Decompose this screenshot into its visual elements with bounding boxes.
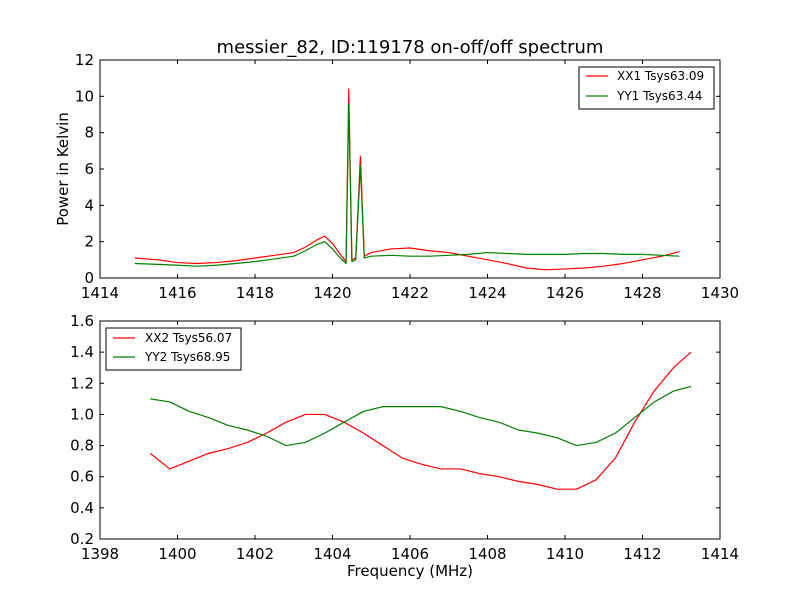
top-legend-label-xx1: XX1 Tsys63.09 bbox=[617, 69, 704, 83]
x-tick-label: 1408 bbox=[468, 545, 506, 563]
x-tick-label: 1414 bbox=[81, 284, 119, 302]
x-tick-label: 1400 bbox=[158, 545, 196, 563]
x-tick-label: 1406 bbox=[391, 545, 429, 563]
x-tick-label: 1416 bbox=[158, 284, 196, 302]
y-tick-label: 6 bbox=[84, 160, 94, 178]
y-tick-label: 0.6 bbox=[70, 468, 94, 486]
y-tick-label: 0.2 bbox=[70, 530, 94, 548]
figure-title: messier_82, ID:119178 on-off/off spectru… bbox=[217, 37, 604, 58]
y-tick-label: 12 bbox=[75, 51, 94, 69]
top-spectrum-panel: 1414 1416 1418 1420 1422 1424 1426 1428 1430 0 2 4 6… bbox=[54, 51, 739, 302]
x-tick-label: 1398 bbox=[81, 545, 119, 563]
x-tick-label: 1426 bbox=[546, 284, 584, 302]
bottom-legend: XX2 Tsys56.07 YY2 Tsys68.95 bbox=[105, 327, 242, 371]
bottom-spectrum-panel: 1398 1400 1402 1404 1406 1408 1410 1412 1414 0.2 0… bbox=[70, 312, 739, 580]
x-tick-label: 1404 bbox=[313, 545, 351, 563]
x-tick-label: 1424 bbox=[468, 284, 506, 302]
y-tick-label: 1.0 bbox=[70, 405, 94, 423]
top-legend: XX1 Tsys63.09 YY1 Tsys63.44 bbox=[578, 66, 715, 110]
y-tick-label: 0 bbox=[84, 269, 94, 287]
x-tick-label: 1428 bbox=[623, 284, 661, 302]
top-ticks-layer: 1414 1416 1418 1420 1422 1424 1426 1428 1430 0 2 4 6… bbox=[75, 51, 739, 302]
series-line-0-0 bbox=[134, 88, 680, 271]
bottom-legend-label-yy2: YY2 Tsys68.95 bbox=[144, 350, 230, 364]
bottom-legend-box bbox=[105, 327, 242, 371]
x-tick-label: 1412 bbox=[623, 545, 661, 563]
y-tick-label: 0.8 bbox=[70, 437, 94, 455]
x-tick-label: 1414 bbox=[701, 545, 739, 563]
y-tick-label: 1.4 bbox=[70, 343, 94, 361]
x-tick-label: 1420 bbox=[313, 284, 351, 302]
bottom-legend-label-xx2: XX2 Tsys56.07 bbox=[145, 331, 232, 345]
top-axes-frame bbox=[99, 59, 721, 279]
top-legend-label-yy1: YY1 Tsys63.44 bbox=[616, 89, 702, 103]
x-tick-label: 1418 bbox=[236, 284, 274, 302]
y-tick-label: 10 bbox=[75, 87, 94, 105]
y-tick-label: 1.2 bbox=[70, 374, 94, 392]
top-series-layer bbox=[134, 88, 680, 271]
x-tick-label: 1422 bbox=[391, 284, 429, 302]
bottom-series-layer bbox=[149, 351, 692, 490]
y-tick-label: 4 bbox=[84, 196, 94, 214]
bottom-x-axis-label: Frequency (MHz) bbox=[347, 562, 473, 580]
bottom-ticks-layer: 1398 1400 1402 1404 1406 1408 1410 1412 1414 0.2 0… bbox=[70, 312, 739, 563]
series-line-0-1 bbox=[134, 102, 680, 267]
series-line-1-0 bbox=[149, 351, 692, 490]
series-line-1-1 bbox=[150, 385, 692, 447]
top-legend-box bbox=[578, 66, 715, 110]
x-tick-label: 1410 bbox=[546, 545, 584, 563]
y-tick-label: 0.4 bbox=[70, 499, 94, 517]
x-tick-label: 1402 bbox=[236, 545, 274, 563]
top-y-axis-label: Power in Kelvin bbox=[54, 112, 72, 226]
y-tick-label: 8 bbox=[84, 124, 94, 142]
y-tick-label: 1.6 bbox=[70, 312, 94, 330]
x-tick-label: 1430 bbox=[701, 284, 739, 302]
bottom-axes-frame bbox=[99, 320, 721, 540]
y-tick-label: 2 bbox=[84, 233, 94, 251]
